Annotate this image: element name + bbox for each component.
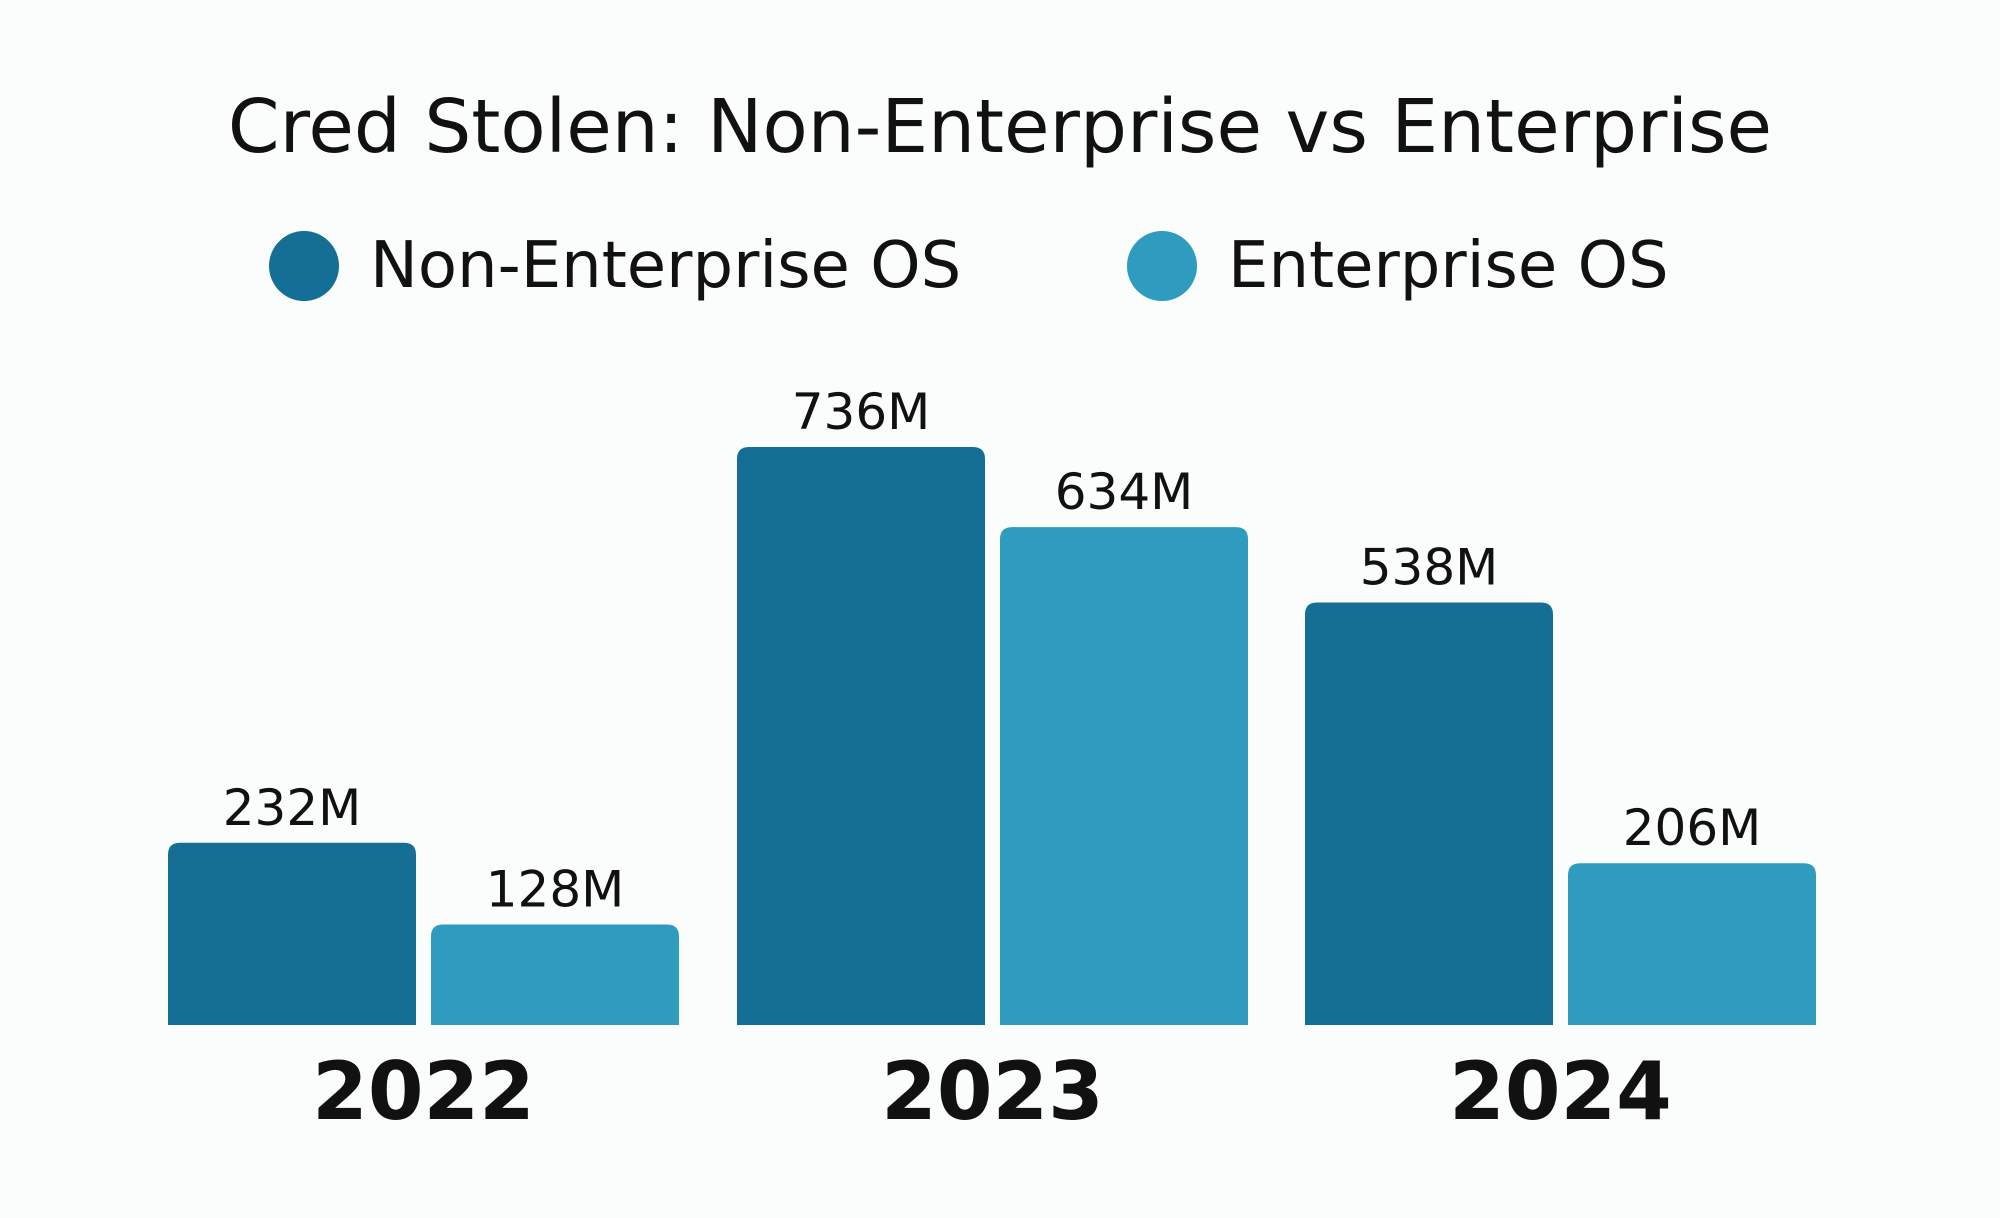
data-label-2023-enterprise-os: 634M [1055,463,1194,521]
chart-title: Cred Stolen: Non-Enterprise vs Enterpris… [228,84,1772,170]
value-labels: 232M 128M 736M 634M 538M 206M [223,383,1762,918]
legend-swatch-enterprise-os [1127,231,1197,301]
category-label-2024: 2024 [1449,1045,1672,1138]
bar-2023-non-enterprise-os [737,447,985,1025]
legend-label-non-enterprise-os: Non-Enterprise OS [370,229,961,303]
category-labels: 2022 2023 2024 [312,1045,1672,1138]
data-label-2023-non-enterprise-os: 736M [792,383,931,441]
data-label-2022-enterprise-os: 128M [486,860,625,918]
bar-2022-non-enterprise-os [168,842,416,1025]
category-label-2022: 2022 [312,1045,535,1138]
category-label-2023: 2023 [881,1045,1104,1138]
bar-2023-enterprise-os [1000,527,1248,1025]
legend-swatch-non-enterprise-os [269,231,339,301]
bars [168,447,1816,1025]
bar-2024-enterprise-os [1568,863,1816,1025]
legend: Non-Enterprise OS Enterprise OS [269,229,1669,303]
data-label-2024-non-enterprise-os: 538M [1360,538,1499,596]
bar-2024-non-enterprise-os [1305,602,1553,1025]
data-label-2024-enterprise-os: 206M [1623,799,1762,857]
legend-label-enterprise-os: Enterprise OS [1228,229,1669,303]
data-label-2022-non-enterprise-os: 232M [223,779,362,837]
bar-2022-enterprise-os [431,924,679,1025]
